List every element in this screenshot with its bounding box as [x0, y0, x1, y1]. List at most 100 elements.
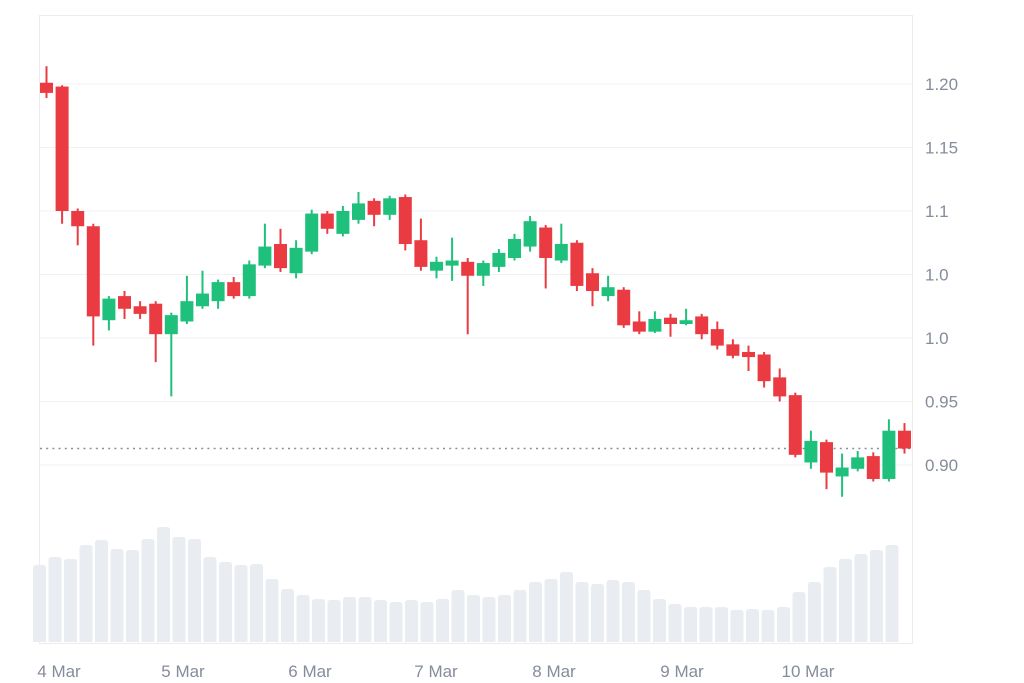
candle-body-up [508, 238, 521, 258]
candle-body-down [773, 377, 787, 397]
candle-body-up [554, 244, 568, 261]
volume-bar [668, 604, 682, 642]
plot-border [39, 15, 913, 644]
volume-bar [808, 582, 821, 642]
candle-body-down [71, 211, 85, 227]
volume-bar [203, 557, 217, 642]
volume-bar [777, 607, 790, 642]
volume-bar [451, 590, 465, 642]
candle-body-up [289, 247, 303, 274]
candle-body-up [679, 320, 693, 325]
volume-bar [591, 584, 604, 642]
volume-bar [312, 599, 325, 642]
volume-bar [482, 597, 496, 642]
candle-body-up [211, 282, 225, 302]
volume-bar [389, 602, 403, 642]
volume-bar [792, 592, 806, 642]
x-axis-tick-label: 7 Mar [414, 662, 458, 681]
candle-body-down [632, 321, 646, 332]
candle-body-up [523, 221, 537, 247]
candle-body-down [227, 282, 241, 297]
volume-bar [405, 600, 418, 642]
volume-bar [95, 540, 108, 642]
y-axis-tick-label: 1.1 [925, 202, 949, 221]
volume-bar [761, 610, 775, 642]
volume-bar [467, 595, 480, 642]
candle-body-down [274, 244, 287, 269]
plot-frame [39, 15, 913, 644]
candle-body-down [898, 430, 911, 449]
candle-body-down [40, 82, 53, 93]
candle-body-up [196, 293, 209, 307]
candle-body-down [55, 86, 69, 211]
volume-bar [699, 607, 713, 642]
x-axis-tick-label: 8 Mar [532, 662, 576, 681]
candle-body-down [710, 329, 724, 346]
volume-bar [684, 607, 697, 642]
volume-bar [358, 597, 372, 642]
volume-bar [544, 579, 558, 642]
y-axis-labels: 1.20 1.15 1.1 1.0 1.0 0.95 0.90 [925, 75, 958, 475]
candle-body-up [804, 440, 818, 463]
volume-bar [250, 564, 263, 642]
candle-body-down [820, 442, 833, 473]
candle-body-down [570, 242, 584, 286]
volume-bar [110, 549, 124, 642]
candle-body-up [336, 211, 350, 234]
volume-bar [343, 597, 356, 642]
candle-body-up [476, 263, 490, 276]
volume-bar [513, 590, 527, 642]
volume-bar [637, 590, 651, 642]
candle-body-up [242, 264, 256, 297]
volume-bar [622, 582, 635, 642]
candle-body-up [601, 287, 615, 297]
candle-body-down [414, 240, 428, 267]
volume-bar [281, 589, 294, 642]
candle-body-down [617, 289, 631, 326]
candle-body-down [367, 200, 381, 215]
candle-body-up [258, 246, 272, 266]
candle-body-up [180, 301, 194, 322]
volume-bar [374, 600, 387, 642]
volume-bar [219, 562, 232, 642]
volume-bar [157, 527, 170, 642]
candle-body-up [164, 315, 178, 335]
volume-bars [33, 527, 899, 642]
candle-body-up [851, 457, 865, 469]
volume-bar [653, 599, 666, 642]
volume-bar [746, 609, 759, 642]
candle-body-down [866, 456, 880, 479]
candle-body-down [695, 316, 709, 335]
volume-bar [823, 567, 837, 642]
candle-body-up [648, 318, 662, 332]
x-axis-tick-label: 6 Mar [288, 662, 332, 681]
candle-body-down [742, 351, 755, 358]
volume-bar [730, 610, 744, 642]
volume-bar [33, 565, 46, 642]
volume-bar [498, 595, 511, 642]
candle-body-up [102, 298, 116, 321]
candle-body-down [539, 227, 553, 258]
volume-bar [64, 559, 77, 642]
volume-bar [296, 595, 310, 642]
candle-body-up [383, 198, 397, 215]
candles [40, 66, 911, 497]
candle-body-up [305, 213, 319, 252]
volume-bar [870, 550, 883, 642]
x-axis-tick-label: 9 Mar [660, 662, 704, 681]
candle-body-down [320, 213, 334, 229]
volume-bar [172, 537, 186, 642]
volume-bar [79, 545, 93, 642]
y-axis-tick-label: 1.20 [925, 75, 958, 94]
candle-body-down [133, 306, 147, 314]
volume-bar [48, 557, 62, 642]
candle-body-down [726, 344, 740, 356]
volume-bar [529, 582, 542, 642]
candle-body-down [586, 273, 599, 292]
volume-bar [436, 599, 449, 642]
volume-bar [265, 579, 279, 642]
candle-body-down [86, 226, 100, 317]
y-axis-tick-label: 1.0 [925, 266, 949, 285]
